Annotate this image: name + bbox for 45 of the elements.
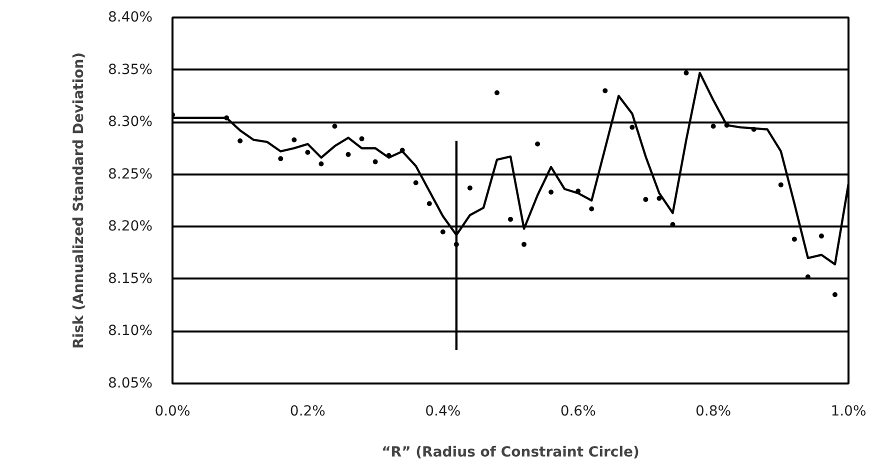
point bbox=[792, 236, 797, 242]
y-tick-label: 8.05% bbox=[108, 376, 153, 392]
point bbox=[238, 138, 243, 144]
point bbox=[440, 229, 446, 234]
point bbox=[372, 159, 378, 164]
point bbox=[684, 70, 689, 76]
point bbox=[643, 196, 648, 202]
point bbox=[305, 150, 310, 155]
point bbox=[332, 124, 338, 129]
point bbox=[710, 124, 716, 129]
point bbox=[359, 136, 364, 142]
y-tick-label: 8.25% bbox=[108, 166, 153, 182]
point bbox=[548, 190, 554, 195]
point bbox=[602, 88, 608, 94]
point bbox=[426, 201, 432, 206]
x-tick-label: 0.4% bbox=[425, 404, 461, 420]
point bbox=[318, 161, 324, 166]
x-tick-label: 0.8% bbox=[696, 404, 732, 420]
point bbox=[522, 242, 527, 247]
x-tick-label: 0.2% bbox=[290, 404, 326, 420]
x-tick-label: 1.0% bbox=[830, 404, 866, 420]
y-tick-label: 8.15% bbox=[108, 270, 153, 287]
point bbox=[535, 142, 540, 147]
y-tick-label: 8.10% bbox=[108, 323, 153, 340]
point bbox=[778, 182, 784, 188]
y-tick-label: 8.40% bbox=[108, 10, 153, 26]
point bbox=[346, 152, 351, 157]
point bbox=[630, 124, 635, 130]
y-axis-title: Risk (Annualized Standard Deviation) bbox=[71, 52, 88, 349]
point bbox=[818, 234, 824, 239]
point bbox=[656, 196, 662, 201]
x-axis-title: “R” (Radius of Constraint Circle) bbox=[382, 444, 640, 460]
point bbox=[494, 90, 500, 96]
y-tick-label: 8.30% bbox=[108, 114, 153, 130]
x-tick-label: 0.6% bbox=[560, 404, 596, 420]
point bbox=[467, 185, 472, 190]
point bbox=[292, 137, 297, 142]
x-tick-label: 0.0% bbox=[154, 404, 190, 420]
y-tick-label: 8.35% bbox=[108, 62, 153, 78]
point bbox=[278, 156, 284, 162]
y-tick-label: 8.20% bbox=[108, 218, 153, 235]
point bbox=[508, 216, 513, 222]
point bbox=[413, 180, 418, 186]
point bbox=[832, 292, 838, 298]
point bbox=[589, 206, 594, 212]
